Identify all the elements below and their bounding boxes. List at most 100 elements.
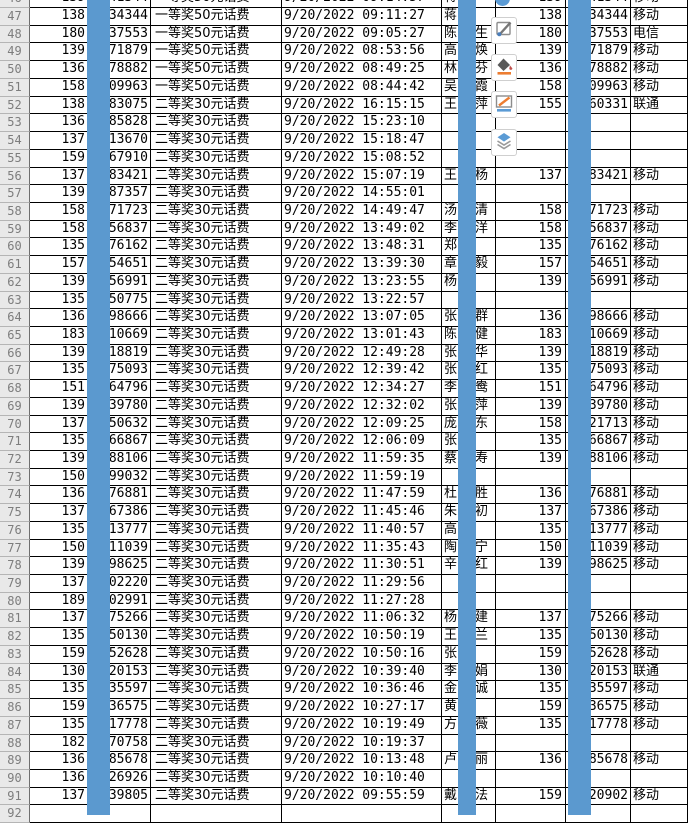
phone2-suffix-cell[interactable] bbox=[566, 575, 631, 593]
datetime-cell[interactable]: 9/20/2022 11:47:59 bbox=[282, 486, 442, 505]
row-number[interactable]: 49 bbox=[0, 43, 30, 62]
datetime-cell[interactable]: 9/20/2022 15:18:47 bbox=[282, 132, 442, 150]
phone2-suffix-cell[interactable]: 39780 bbox=[566, 397, 631, 416]
datetime-cell[interactable]: 9/20/2022 13:39:30 bbox=[282, 256, 442, 274]
phone2-prefix-cell[interactable]: 139 bbox=[496, 397, 566, 416]
phone2-prefix-cell[interactable]: 139 bbox=[496, 0, 566, 9]
row-number[interactable]: 79 bbox=[0, 575, 30, 593]
row-number[interactable]: 57 bbox=[0, 185, 30, 203]
phone2-suffix-cell[interactable]: 20902 bbox=[566, 787, 631, 806]
phone2-suffix-cell[interactable]: 18819 bbox=[566, 344, 631, 363]
carrier-cell[interactable]: 移动 bbox=[631, 699, 688, 717]
row-number[interactable]: 59 bbox=[0, 220, 30, 239]
prize-cell[interactable]: 二等奖30元话费 bbox=[151, 273, 282, 292]
phone2-suffix-cell[interactable] bbox=[566, 291, 631, 310]
carrier-cell[interactable]: 移动 bbox=[631, 415, 688, 434]
phone2-prefix-cell[interactable]: 137 bbox=[496, 504, 566, 522]
phone2-suffix-cell[interactable]: 13777 bbox=[566, 521, 631, 540]
phone2-prefix-cell[interactable]: 158 bbox=[496, 78, 566, 97]
prize-cell[interactable]: 二等奖30元话费 bbox=[151, 716, 282, 735]
row-number[interactable]: 52 bbox=[0, 96, 30, 115]
row-number[interactable]: 78 bbox=[0, 557, 30, 576]
datetime-cell[interactable]: 9/20/2022 13:23:55 bbox=[282, 273, 442, 292]
phone2-prefix-cell[interactable]: 158 bbox=[496, 220, 566, 239]
row-number[interactable]: 66 bbox=[0, 344, 30, 363]
phone2-prefix-cell[interactable] bbox=[496, 575, 566, 593]
prize-cell[interactable]: 二等奖30元话费 bbox=[151, 114, 282, 133]
row-number[interactable]: 86 bbox=[0, 699, 30, 717]
datetime-cell[interactable]: 9/20/2022 10:50:16 bbox=[282, 645, 442, 664]
row-number[interactable]: 48 bbox=[0, 25, 30, 44]
prize-cell[interactable]: 一等奖50元话费 bbox=[151, 43, 282, 62]
phone2-suffix-cell[interactable]: 88106 bbox=[566, 451, 631, 469]
prize-cell[interactable]: 二等奖30元话费 bbox=[151, 645, 282, 664]
datetime-cell[interactable]: 9/20/2022 10:13:48 bbox=[282, 752, 442, 770]
fill-color-button[interactable] bbox=[491, 54, 517, 81]
carrier-cell[interactable]: 移动 bbox=[631, 752, 688, 770]
datetime-cell[interactable]: 9/20/2022 09:14:57 bbox=[282, 0, 442, 9]
phone-cell[interactable]: 136 85828 bbox=[30, 114, 151, 133]
row-number[interactable]: 75 bbox=[0, 504, 30, 522]
prize-cell[interactable]: 二等奖30元话费 bbox=[151, 433, 282, 451]
prize-cell[interactable]: 二等奖30元话费 bbox=[151, 238, 282, 257]
carrier-cell[interactable]: 移动 bbox=[631, 486, 688, 505]
phone2-prefix-cell[interactable]: 135 bbox=[496, 628, 566, 646]
hidden-top-icon[interactable] bbox=[495, 0, 510, 6]
carrier-cell[interactable] bbox=[631, 575, 688, 593]
datetime-cell[interactable]: 9/20/2022 10:50:19 bbox=[282, 628, 442, 646]
phone2-suffix-cell[interactable]: 98625 bbox=[566, 557, 631, 576]
phone2-suffix-cell[interactable] bbox=[566, 114, 631, 133]
carrier-cell[interactable] bbox=[631, 734, 688, 753]
datetime-cell[interactable]: 9/20/2022 09:55:59 bbox=[282, 787, 442, 806]
datetime-cell[interactable]: 9/20/2022 11:06:32 bbox=[282, 610, 442, 629]
row-number[interactable]: 65 bbox=[0, 326, 30, 345]
prize-cell[interactable]: 二等奖30元话费 bbox=[151, 132, 282, 150]
phone2-prefix-cell[interactable]: 137 bbox=[496, 167, 566, 186]
row-number[interactable]: 64 bbox=[0, 309, 30, 327]
phone2-prefix-cell[interactable] bbox=[496, 185, 566, 203]
prize-cell[interactable]: 一等奖50元话费 bbox=[151, 8, 282, 26]
prize-cell[interactable]: 二等奖30元话费 bbox=[151, 415, 282, 434]
datetime-cell[interactable]: 9/20/2022 15:08:52 bbox=[282, 149, 442, 168]
phone2-prefix-cell[interactable] bbox=[496, 734, 566, 753]
prize-cell[interactable]: 二等奖30元话费 bbox=[151, 96, 282, 115]
row-number[interactable]: 92 bbox=[0, 805, 30, 823]
datetime-cell[interactable]: 9/20/2022 10:19:49 bbox=[282, 716, 442, 735]
carrier-cell[interactable]: 移动 bbox=[631, 787, 688, 806]
datetime-cell[interactable]: 9/20/2022 11:29:56 bbox=[282, 575, 442, 593]
row-number[interactable]: 67 bbox=[0, 362, 30, 381]
datetime-cell[interactable]: 9/20/2022 13:49:02 bbox=[282, 220, 442, 239]
datetime-cell[interactable]: 9/20/2022 12:34:27 bbox=[282, 380, 442, 398]
phone2-prefix-cell[interactable]: 183 bbox=[496, 326, 566, 345]
prize-cell[interactable]: 二等奖30元话费 bbox=[151, 521, 282, 540]
row-number[interactable]: 68 bbox=[0, 380, 30, 398]
prize-cell[interactable]: 二等奖30元话费 bbox=[151, 734, 282, 753]
phone2-suffix-cell[interactable]: 71879 bbox=[566, 43, 631, 62]
pen-color-button[interactable] bbox=[491, 91, 517, 118]
prize-cell[interactable]: 二等奖30元话费 bbox=[151, 326, 282, 345]
phone2-prefix-cell[interactable] bbox=[496, 468, 566, 487]
row-number[interactable]: 70 bbox=[0, 415, 30, 434]
phone2-suffix-cell[interactable]: 11039 bbox=[566, 539, 631, 558]
phone2-prefix-cell[interactable]: 130 bbox=[496, 663, 566, 682]
prize-cell[interactable]: 二等奖30元话费 bbox=[151, 291, 282, 310]
datetime-cell[interactable]: 9/20/2022 11:59:35 bbox=[282, 451, 442, 469]
row-number[interactable]: 84 bbox=[0, 663, 30, 682]
carrier-cell[interactable] bbox=[631, 132, 688, 150]
phone2-prefix-cell[interactable]: 158 bbox=[496, 415, 566, 434]
row-number[interactable]: 76 bbox=[0, 521, 30, 540]
phone2-prefix-cell[interactable]: 136 bbox=[496, 61, 566, 79]
phone2-prefix-cell[interactable]: 180 bbox=[496, 25, 566, 44]
name-cell[interactable]: 章 毅 bbox=[442, 256, 496, 274]
prize-cell[interactable]: 二等奖30元话费 bbox=[151, 149, 282, 168]
phone2-suffix-cell[interactable] bbox=[566, 769, 631, 788]
phone2-prefix-cell[interactable]: 155 bbox=[496, 96, 566, 115]
prize-cell[interactable]: 二等奖30元话费 bbox=[151, 167, 282, 186]
prize-cell[interactable]: 二等奖30元话费 bbox=[151, 557, 282, 576]
prize-cell[interactable]: 二等奖30元话费 bbox=[151, 663, 282, 682]
phone2-prefix-cell[interactable]: 159 bbox=[496, 645, 566, 664]
row-number[interactable]: 62 bbox=[0, 273, 30, 292]
carrier-cell[interactable]: 移动 bbox=[631, 202, 688, 221]
carrier-cell[interactable]: 移动 bbox=[631, 433, 688, 451]
prize-cell[interactable]: 二等奖30元话费 bbox=[151, 185, 282, 203]
